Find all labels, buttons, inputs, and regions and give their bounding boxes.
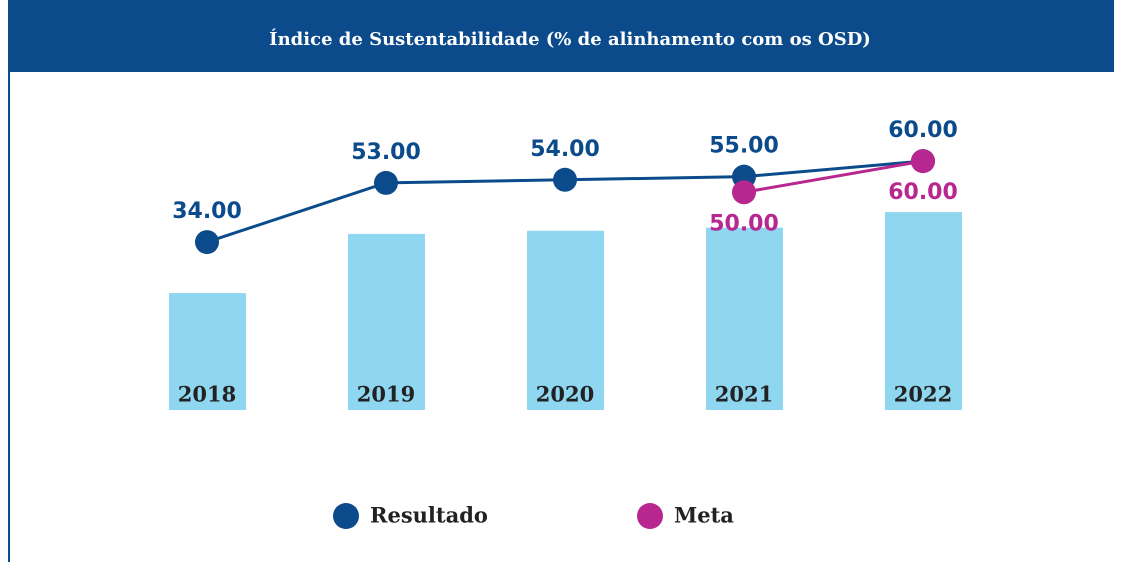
data-label: 60.00: [888, 180, 958, 205]
data-label: 50.00: [709, 211, 779, 236]
data-label: 55.00: [709, 134, 779, 159]
point: [374, 170, 398, 195]
data-label: 53.00: [351, 140, 421, 165]
x-tick-label: 2019: [357, 382, 415, 407]
data-label: 54.00: [530, 137, 600, 162]
legend-marker: [333, 503, 359, 529]
point: [553, 167, 577, 192]
legend-label: Resultado: [370, 503, 488, 528]
bar: [169, 293, 246, 410]
x-tick-label: 2022: [894, 382, 952, 407]
chart-title: Índice de Sustentabilidade (% de alinham…: [269, 27, 871, 50]
legend-label: Meta: [674, 503, 734, 528]
legend-marker: [637, 503, 663, 529]
x-tick-label: 2018: [178, 382, 236, 407]
x-tick-label: 2020: [536, 382, 594, 407]
data-label: 60.00: [888, 118, 958, 143]
bar: [706, 227, 783, 410]
data-label: 34.00: [172, 199, 242, 224]
header-band: [8, 0, 1114, 72]
line: [743, 159, 924, 194]
bar: [527, 230, 604, 410]
bar: [885, 212, 962, 410]
x-tick-label: 2021: [715, 382, 773, 407]
point: [911, 149, 935, 174]
point: [195, 230, 219, 255]
bar: [348, 233, 425, 410]
point: [732, 180, 756, 205]
